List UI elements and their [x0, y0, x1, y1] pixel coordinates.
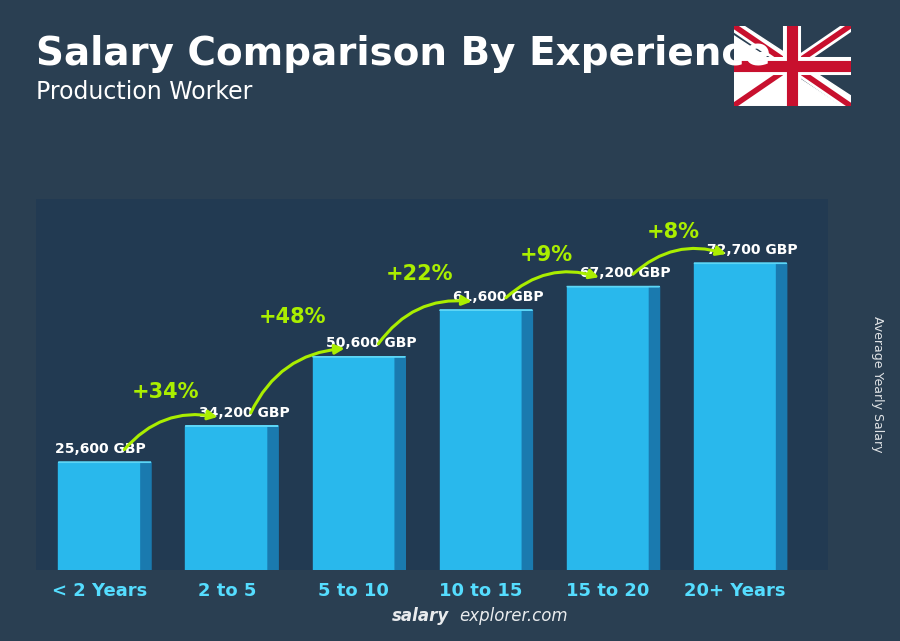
Bar	[58, 462, 141, 570]
Text: +34%: +34%	[131, 382, 199, 402]
Text: 61,600 GBP: 61,600 GBP	[453, 290, 544, 304]
Polygon shape	[734, 26, 850, 106]
Bar	[185, 426, 268, 570]
Polygon shape	[777, 263, 787, 570]
FancyArrowPatch shape	[378, 297, 468, 344]
FancyArrowPatch shape	[124, 411, 214, 449]
Text: 34,200 GBP: 34,200 GBP	[199, 406, 290, 420]
Text: +9%: +9%	[520, 245, 573, 265]
Polygon shape	[395, 356, 405, 570]
FancyArrowPatch shape	[251, 345, 341, 413]
Polygon shape	[734, 36, 841, 106]
Polygon shape	[268, 426, 278, 570]
Text: explorer.com: explorer.com	[459, 607, 568, 625]
Text: 67,200 GBP: 67,200 GBP	[580, 266, 670, 280]
FancyArrowPatch shape	[633, 247, 723, 274]
Bar	[567, 287, 650, 570]
Text: 25,600 GBP: 25,600 GBP	[55, 442, 146, 456]
Text: salary: salary	[392, 607, 449, 625]
Text: Salary Comparison By Experience: Salary Comparison By Experience	[36, 35, 770, 73]
Polygon shape	[650, 287, 660, 570]
Bar	[439, 310, 522, 570]
Bar	[694, 263, 777, 570]
Text: Average Yearly Salary: Average Yearly Salary	[871, 317, 884, 453]
FancyArrowPatch shape	[506, 271, 596, 298]
Text: +22%: +22%	[385, 265, 453, 285]
Text: Production Worker: Production Worker	[36, 80, 252, 104]
Polygon shape	[141, 462, 151, 570]
Text: 72,700 GBP: 72,700 GBP	[707, 243, 798, 257]
Text: +48%: +48%	[258, 307, 326, 327]
Bar	[312, 356, 395, 570]
Text: 50,600 GBP: 50,600 GBP	[326, 337, 417, 351]
Polygon shape	[522, 310, 533, 570]
Text: +8%: +8%	[647, 222, 700, 242]
